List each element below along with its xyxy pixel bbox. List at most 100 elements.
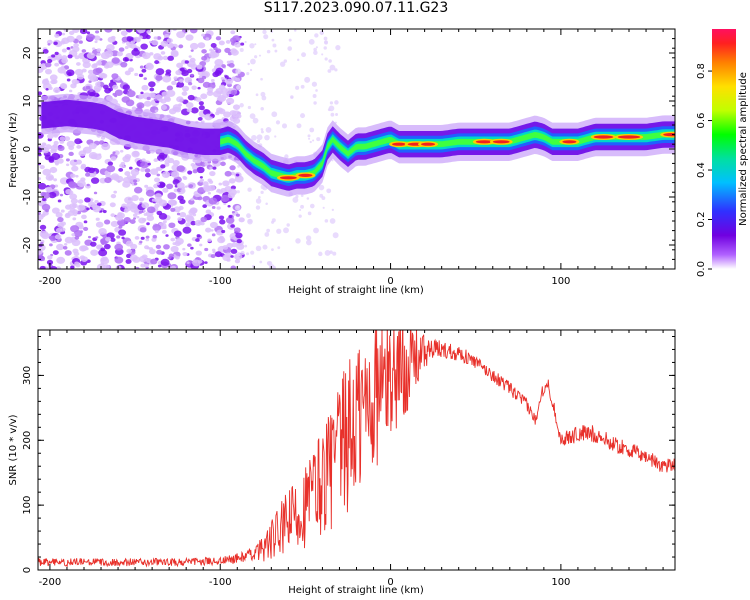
noise-speckle <box>75 174 79 178</box>
noise-speckle <box>256 134 263 141</box>
noise-speckle <box>139 240 143 244</box>
noise-speckle <box>101 242 105 245</box>
noise-speckle <box>161 91 169 97</box>
noise-speckle <box>138 94 145 99</box>
noise-speckle <box>230 248 238 254</box>
noise-speckle <box>295 238 301 244</box>
noise-speckle <box>89 92 96 97</box>
noise-speckle <box>235 213 240 217</box>
noise-speckle <box>166 38 173 44</box>
noise-speckle <box>160 40 169 47</box>
noise-speckle <box>221 64 226 68</box>
noise-speckle <box>151 40 159 46</box>
noise-speckle <box>160 105 168 110</box>
noise-speckle <box>300 113 306 119</box>
noise-speckle <box>266 261 271 265</box>
noise-speckle <box>200 216 208 223</box>
noise-speckle <box>140 263 146 268</box>
noise-speckle <box>182 247 186 251</box>
noise-speckle <box>236 190 240 194</box>
noise-speckle <box>143 77 147 81</box>
noise-speckle <box>61 32 66 36</box>
noise-speckle <box>79 255 86 260</box>
noise-speckle <box>179 212 187 218</box>
noise-speckle <box>133 179 138 183</box>
noise-speckle <box>170 207 176 212</box>
noise-speckle <box>92 63 98 68</box>
noise-speckle <box>56 243 65 251</box>
noise-speckle <box>79 230 84 233</box>
noise-speckle <box>41 203 51 211</box>
noise-speckle <box>129 219 136 225</box>
noise-speckle <box>38 211 41 215</box>
noise-speckle <box>38 214 44 221</box>
noise-speckle <box>120 30 128 36</box>
noise-speckle <box>96 202 102 207</box>
noise-speckle <box>298 214 302 218</box>
noise-speckle <box>228 63 235 68</box>
noise-speckle <box>201 55 208 61</box>
noise-speckle <box>296 58 300 62</box>
x-tick-label: -200 <box>39 577 62 588</box>
y-tick-label: -10 <box>22 189 33 205</box>
noise-speckle <box>89 88 94 93</box>
noise-speckle <box>210 49 215 54</box>
noise-speckle <box>236 84 241 90</box>
noise-speckle <box>135 266 140 269</box>
noise-speckle <box>212 166 217 170</box>
noise-speckle <box>96 52 101 56</box>
noise-speckle <box>100 51 110 60</box>
noise-speckle <box>155 75 163 81</box>
noise-speckle <box>74 261 80 266</box>
noise-speckle <box>292 196 299 203</box>
noise-speckle <box>182 226 192 234</box>
noise-speckle <box>106 44 115 52</box>
noise-speckle <box>124 171 131 177</box>
noise-speckle <box>236 43 240 47</box>
noise-speckle <box>110 220 119 227</box>
noise-speckle <box>329 101 334 105</box>
y-tick-label: 300 <box>22 366 33 385</box>
noise-speckle <box>332 232 339 239</box>
noise-speckle <box>145 235 150 239</box>
noise-speckle <box>198 101 204 106</box>
noise-speckle <box>164 173 170 178</box>
noise-speckle <box>199 243 203 247</box>
noise-speckle <box>209 170 216 177</box>
noise-speckle <box>95 30 100 34</box>
noise-speckle <box>141 202 150 209</box>
noise-speckle <box>182 175 187 179</box>
noise-speckle <box>47 43 51 46</box>
noise-speckle <box>229 165 236 171</box>
noise-speckle <box>122 57 129 62</box>
noise-speckle <box>51 207 60 214</box>
noise-speckle <box>64 136 71 141</box>
noise-speckle <box>334 68 338 72</box>
noise-speckle <box>102 209 107 214</box>
noise-speckle <box>258 54 262 57</box>
noise-speckle <box>131 48 140 56</box>
noise-speckle <box>42 168 52 176</box>
noise-speckle <box>67 54 73 59</box>
noise-speckle <box>155 166 161 171</box>
noise-speckle <box>55 227 63 233</box>
noise-speckle <box>116 235 121 239</box>
noise-speckle <box>205 227 212 233</box>
noise-speckle <box>133 47 139 52</box>
noise-speckle <box>45 68 52 75</box>
noise-speckle <box>40 60 46 65</box>
noise-speckle <box>173 230 182 237</box>
noise-speckle <box>314 33 319 38</box>
noise-speckle <box>321 53 324 56</box>
noise-speckle <box>103 219 111 225</box>
colorbar-tick-label: 0.2 <box>696 212 707 228</box>
noise-speckle <box>98 140 105 145</box>
noise-speckle <box>207 87 214 93</box>
x-tick-label: 100 <box>551 577 570 588</box>
noise-speckle <box>218 84 226 90</box>
noise-speckle <box>130 40 136 45</box>
noise-speckle <box>57 158 64 164</box>
noise-speckle <box>140 161 149 169</box>
noise-speckle <box>45 144 52 150</box>
noise-speckle <box>89 75 99 82</box>
